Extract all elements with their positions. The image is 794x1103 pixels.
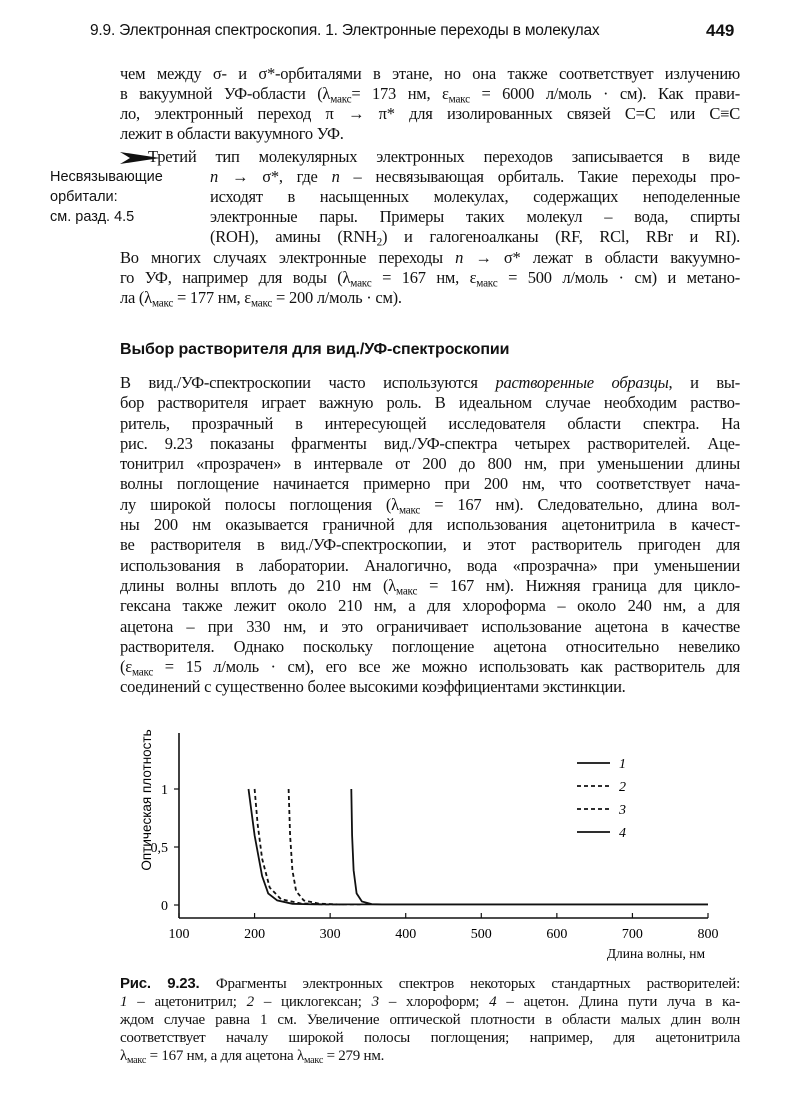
text-run: 4 <box>489 994 497 1010</box>
margin-note-line: Несвязывающие <box>50 169 163 185</box>
text-line: ацетона – при 330 нм, и это ограничивает… <box>120 616 740 636</box>
text-run: n <box>210 167 218 186</box>
section-heading: Выбор растворителя для вид./УФ-спектроск… <box>120 341 510 358</box>
series-line-2 <box>253 788 346 906</box>
text-run: макс <box>396 585 418 598</box>
text-run: макс <box>131 666 154 679</box>
margin-note: Несвязывающие орбитали: см. разд. 4.5 <box>50 167 163 227</box>
text-run: 2 <box>246 994 255 1010</box>
y-axis-label: Оптическая плотность <box>139 729 154 870</box>
x-axis-label: Длина волны, нм <box>607 946 706 961</box>
margin-note-line: см. разд. 4.5 <box>50 209 135 225</box>
series-line-3 <box>287 788 361 906</box>
text-run: макс <box>330 93 352 106</box>
text-line: ло, электронный переход π → π* для изоли… <box>120 104 740 123</box>
text-line: n → σ*, где n – несвязывающая орбиталь. … <box>210 167 741 186</box>
text-run: макс <box>303 1055 324 1067</box>
x-tick-label: 100 <box>169 927 190 942</box>
text-line: использования в лаборатории. Аналогично,… <box>120 555 740 575</box>
text-run: макс <box>127 1055 147 1067</box>
text-line: растворителя. Однако поскольку поглощени… <box>120 636 740 656</box>
text-line: ве растворителя в вид./УФ-спектроскопии,… <box>120 535 740 555</box>
text-run: n <box>455 248 464 267</box>
text-line: ны 200 нм оказывается граничной для испо… <box>120 515 740 535</box>
x-tick-label: 200 <box>244 927 265 942</box>
text-run: 3 <box>371 994 380 1010</box>
legend-label-2: 2 <box>619 780 626 795</box>
paragraph-2: Третий тип молекулярных электронных пере… <box>120 147 741 249</box>
arrow-pointer-icon <box>120 150 162 171</box>
text-run: растворенные образцы <box>495 373 669 392</box>
text-line: Рис. 9.23. Фрагменты электронных спектро… <box>120 975 740 992</box>
text-run: макс <box>398 504 421 517</box>
text-line: Во многих случаях электронные переходы n… <box>120 248 740 267</box>
x-tick-label: 600 <box>546 927 567 942</box>
text-line: лежит в области вакуумного УФ. <box>120 124 344 143</box>
absorbance-chart: 100 200 300 400 500 600 700 800 0 0,5 1 Длина волны… <box>139 729 719 961</box>
paragraph-3: В вид./УФ-спектроскопии часто используют… <box>120 373 740 698</box>
figure-caption: Рис. 9.23. Фрагменты электронных спектро… <box>120 975 741 1067</box>
text-line: волны поглощение начинается примерно при… <box>120 474 740 494</box>
text-line: λмакс = 167 нм, а для ацетона λмакс = 27… <box>120 1048 385 1067</box>
text-run: макс <box>151 297 174 310</box>
legend-label-4: 4 <box>619 826 626 841</box>
x-tick-label: 400 <box>395 927 416 942</box>
text-line: бор растворителя играет важную роль. В и… <box>120 393 740 413</box>
x-tick-label: 800 <box>698 927 719 942</box>
text-line: 1 – ацетонитрил; 2 – циклогексан; 3 – хл… <box>120 994 741 1010</box>
text-line: лу широкой полосы поглощения (λмакс = 16… <box>120 494 740 517</box>
y-tick-label: 1 <box>161 783 168 798</box>
text-line: длины волны вплоть до 210 нм (λмакс = 16… <box>120 575 740 598</box>
margin-note-line: орбитали: <box>50 189 118 205</box>
text-run: 2 <box>376 236 383 249</box>
legend-label-1: 1 <box>619 757 626 772</box>
text-run: макс <box>250 297 273 310</box>
text-line: рис. 9.23 показаны фрагменты вид./УФ-спе… <box>120 433 740 453</box>
text-line: В вид./УФ-спектроскопии часто используют… <box>120 373 740 392</box>
text-line: ритель, прозрачный в интересующей исслед… <box>120 413 740 433</box>
text-run: 1 <box>120 994 128 1010</box>
text-run: Рис. 9.23. <box>120 975 216 992</box>
legend-label-3: 3 <box>618 803 626 818</box>
paragraph-2-continued: Во многих случаях электронные переходы n… <box>120 248 741 310</box>
page-number: 449 <box>706 21 735 40</box>
x-tick-label: 500 <box>471 927 492 942</box>
paragraph-1: чем между σ- и σ*-орбиталями в этане, но… <box>120 64 740 144</box>
text-run: n <box>331 167 340 186</box>
text-line: гексана также лежит около 210 нм, а для … <box>120 596 740 616</box>
text-line: (ROH), амины (RNH2) и галогеноалканы (RF… <box>210 227 740 249</box>
y-tick-label: 0 <box>161 899 168 914</box>
text-line: в вакуумной УФ-области (λмакс= 173 нм, ε… <box>120 84 740 106</box>
text-run: макс <box>350 277 372 290</box>
y-tick-label: 0,5 <box>151 841 169 856</box>
series-line-1 <box>247 788 708 906</box>
text-line: соединений с существенно более высокими … <box>120 677 626 697</box>
text-line: соответствует началу широкой полосы погл… <box>120 1030 740 1046</box>
x-tick-label: 300 <box>320 927 341 942</box>
text-line: ла (λмакс = 177 нм, εмакс = 200 л/моль ·… <box>120 288 402 310</box>
text-line: исходят в насыщенных молекулах, содержащ… <box>210 187 740 206</box>
x-tick-label: 700 <box>622 927 643 942</box>
running-header-title: 9.9. Электронная спектроскопия. 1. Элект… <box>90 22 600 39</box>
series-line-4 <box>350 788 708 906</box>
text-line: электронные пары. Примеры таких молекул … <box>210 207 740 226</box>
text-line: Третий тип молекулярных электронных пере… <box>148 147 740 166</box>
text-line: тонитрил «прозрачен» в интервале от 200 … <box>120 454 740 474</box>
text-line: (εмакс = 15 л/моль · см), его все же мож… <box>120 657 740 679</box>
text-line: ждом случае равна 1 см. Увеличение оптич… <box>120 1012 740 1028</box>
text-line: чем между σ- и σ*-орбиталями в этане, но… <box>120 64 740 83</box>
text-line: го УФ, например для воды (λмакс = 167 нм… <box>120 268 741 290</box>
text-run: макс <box>448 93 470 106</box>
text-run: макс <box>476 277 498 290</box>
